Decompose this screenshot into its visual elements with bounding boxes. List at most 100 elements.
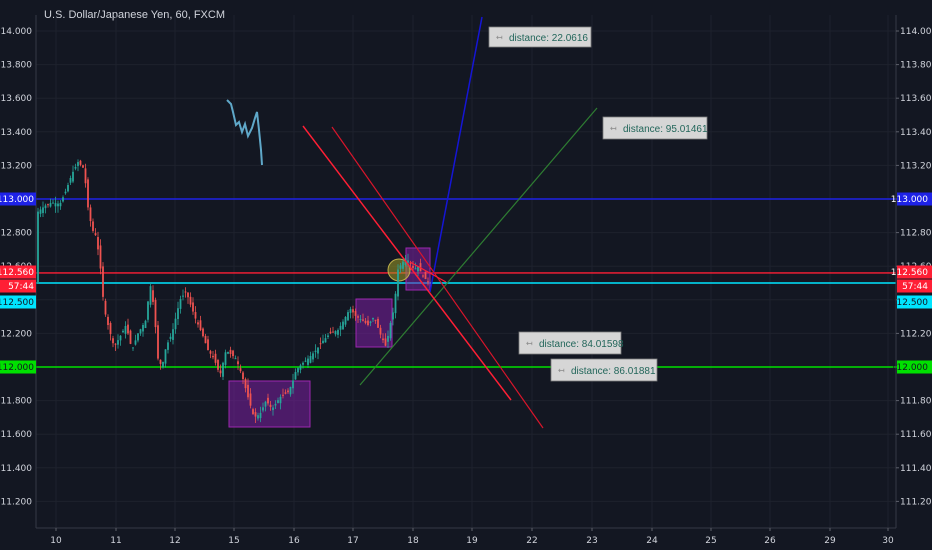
candle-body [114,343,117,345]
price-tag-bg [897,265,932,279]
candle-body [192,302,194,312]
candle-body [209,351,212,354]
candle-body [199,320,202,331]
candle-body [167,342,169,350]
y-tick-label-left: 113.600 [0,94,32,104]
candle-body [49,203,52,207]
price-tag-label: 113.000 [0,195,34,205]
candle-body [207,339,209,351]
candle-body [187,292,189,298]
candle-body [249,393,252,406]
price-tag-label: 57:44 [902,282,928,292]
candle-body [299,365,302,370]
candle-body [322,340,324,344]
candle-body [37,211,39,284]
candle-body [44,205,47,209]
candle-body [357,316,359,318]
candle-body [64,191,67,194]
candle-body [337,330,339,335]
candle-body [97,237,99,250]
candle-body [152,290,154,302]
candle-body [147,301,149,320]
candle-body [402,261,404,269]
candle-body [304,360,307,362]
candle-body [119,335,122,341]
candle-body [84,168,87,184]
candle-body [74,166,77,169]
y-tick-label-left: 111.200 [0,497,32,507]
candle-body [354,310,357,316]
candle-body [179,299,182,309]
candle-body [389,322,392,339]
candle-body [294,372,297,380]
candle-body [182,295,184,297]
zone-rect [355,298,393,348]
candle-body [274,403,277,406]
distance-label: distance: 95.01461 [623,124,708,135]
candle-body [362,319,364,321]
zone-rect [228,380,311,428]
candle-body [54,203,57,207]
x-tick-label: 24 [646,536,658,546]
candle-body [424,271,427,280]
distance-label-box [488,26,592,48]
candle-body [127,324,129,334]
candle-body [102,266,104,297]
candle-body [409,262,412,264]
y-tick-label-left: 114.000 [0,27,32,37]
candle-body [417,266,419,272]
red-trend-line [302,125,512,401]
candle-body [342,321,344,330]
blue-trend-line [429,16,483,293]
highlight-circle [387,258,411,282]
candle-body [372,318,374,320]
candle-body [89,207,92,222]
drawn-shapes [226,99,431,428]
candle-body [112,338,114,344]
price-tag-label: 113.000 [891,195,928,205]
candle-body [282,394,284,396]
teal-squiggle [226,99,263,166]
candle-body [52,202,54,204]
distance-label-box [550,358,658,382]
chart-title: U.S. Dollar/Japanese Yen, 60, FXCM [44,9,225,21]
y-tick-label-left: 113.400 [0,128,32,138]
x-tick-label: 15 [228,536,239,546]
candle-body [144,320,147,329]
red-short-line [409,261,447,283]
candle-body [189,296,192,305]
candle-body [87,179,89,208]
candle-body [202,328,204,337]
candle-body [82,165,84,168]
price-tag-bg [0,192,36,206]
candle-body [137,333,139,341]
price-tags: 113.000 112.560 57:44 112.500 112.000 113.000… [0,192,932,374]
candle-body [247,384,249,398]
candle-body [289,386,292,395]
candle-body [267,397,269,404]
candle-body [314,350,317,352]
price-tag-bg [897,360,932,374]
candle-body [107,316,109,325]
candle-body [374,319,377,321]
ruler-icon: ↤ [558,366,565,375]
y-tick-label-right: 111.600 [900,430,932,440]
candle-body [257,415,259,419]
candle-body [157,325,159,359]
distance-label: distance: 22.0616 [509,33,588,44]
candle-body [234,358,237,360]
y-tick-label-right: 111.800 [900,397,932,407]
price-tag-label: 112.500 [891,298,928,308]
candle-body [384,338,387,346]
candle-body [379,327,382,335]
candle-body [264,401,267,407]
y-tick-label-right: 113.200 [900,161,932,171]
y-tick-label-right: 112.800 [900,229,932,239]
price-tag-bg [897,295,932,309]
price-tag-bg [0,279,36,293]
annotations: ↤ distance: 22.0616 ↤ distance: 95.01461 ↤ di… [488,26,708,382]
price-tag-bg [897,279,932,293]
candle-body [317,347,319,354]
candle-body [254,412,257,417]
